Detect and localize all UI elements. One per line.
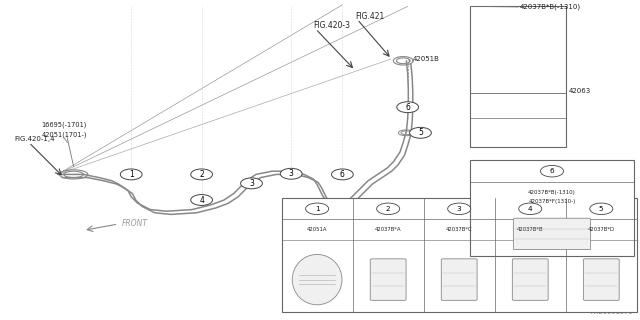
FancyBboxPatch shape: [371, 259, 406, 300]
Bar: [470, 6, 566, 147]
Bar: [282, 198, 637, 312]
Circle shape: [191, 195, 212, 205]
Circle shape: [448, 203, 471, 215]
Text: 3: 3: [457, 206, 461, 212]
Text: 42037B*B(-1310): 42037B*B(-1310): [528, 190, 576, 195]
Text: 5: 5: [418, 128, 423, 137]
Text: 16695(-1701): 16695(-1701): [42, 122, 87, 128]
Circle shape: [519, 203, 542, 215]
Text: 42037B*C: 42037B*C: [446, 227, 472, 232]
Circle shape: [241, 178, 262, 189]
Circle shape: [306, 203, 329, 215]
Text: 1: 1: [129, 170, 134, 179]
Text: 1: 1: [315, 206, 319, 212]
Text: 6: 6: [340, 170, 345, 179]
Text: 6: 6: [550, 168, 554, 174]
Bar: [470, 160, 634, 256]
Text: 42037B*F(1310-): 42037B*F(1310-): [529, 199, 575, 204]
Circle shape: [540, 165, 564, 177]
Circle shape: [410, 127, 431, 138]
Circle shape: [332, 169, 353, 180]
Circle shape: [590, 203, 613, 215]
Text: 42037B*B(-1310): 42037B*B(-1310): [520, 3, 581, 10]
Circle shape: [191, 169, 212, 180]
Circle shape: [280, 168, 302, 179]
FancyBboxPatch shape: [442, 259, 477, 300]
FancyBboxPatch shape: [513, 218, 591, 250]
Circle shape: [397, 102, 419, 113]
Text: 4: 4: [528, 206, 532, 212]
Text: 2: 2: [199, 170, 204, 179]
Text: 42037B*D: 42037B*D: [588, 227, 615, 232]
Text: 3: 3: [289, 169, 294, 178]
Text: 42037B*B: 42037B*B: [517, 227, 543, 232]
Text: FIG.420-3: FIG.420-3: [314, 21, 351, 30]
Circle shape: [120, 169, 142, 180]
FancyBboxPatch shape: [513, 259, 548, 300]
Text: A420001576: A420001576: [591, 309, 634, 315]
Text: 5: 5: [599, 206, 604, 212]
Ellipse shape: [292, 254, 342, 305]
Text: 42051(1701-): 42051(1701-): [42, 131, 87, 138]
Text: FIG.421: FIG.421: [355, 12, 385, 20]
Text: 3: 3: [249, 179, 254, 188]
Text: 42051A: 42051A: [307, 227, 328, 232]
Circle shape: [377, 203, 400, 215]
Text: FRONT: FRONT: [122, 219, 148, 228]
Text: 6: 6: [405, 103, 410, 112]
FancyBboxPatch shape: [584, 259, 619, 300]
Text: 2: 2: [386, 206, 390, 212]
Text: FIG.420-1,4: FIG.420-1,4: [14, 136, 54, 142]
Text: 42051B: 42051B: [413, 56, 440, 62]
Text: 4: 4: [199, 196, 204, 204]
Text: 42037B*A: 42037B*A: [375, 227, 401, 232]
Text: 42063: 42063: [568, 88, 591, 94]
